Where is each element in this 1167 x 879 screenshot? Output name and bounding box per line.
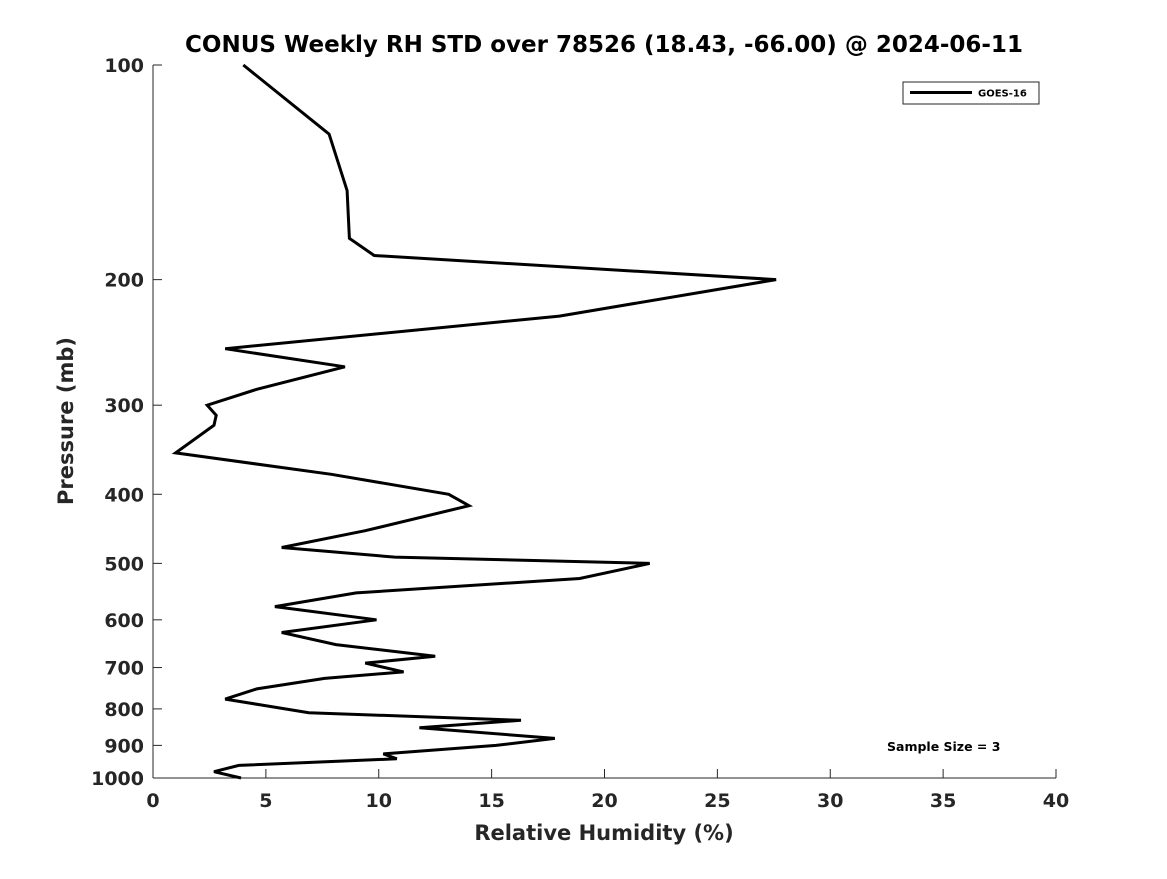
y-tick-label: 400 [104,484,144,506]
x-tick-label: 25 [704,790,730,812]
x-axis-label: Relative Humidity (%) [474,821,733,845]
sample-size-annotation: Sample Size = 3 [887,739,1000,754]
y-tick-label: 900 [104,735,144,757]
legend-entry-goes-16: GOES-16 [978,89,1027,100]
chart-title: CONUS Weekly RH STD over 78526 (18.43, -… [185,32,1023,58]
x-axis-ticks: 0 5 10 15 20 25 30 35 40 [146,769,1069,812]
goes-16-series-line [171,63,777,780]
x-tick-label: 35 [930,790,956,812]
y-axis-ticks: 100 200 300 400 500 600 700 800 900 1000 [91,55,162,790]
y-tick-label: 200 [104,270,144,292]
x-tick-label: 5 [259,790,272,812]
x-tick-label: 40 [1043,790,1069,812]
x-tick-label: 20 [591,790,617,812]
x-tick-label: 30 [817,790,843,812]
y-tick-label: 600 [104,610,144,632]
y-tick-label: 100 [104,55,144,77]
y-tick-label: 800 [104,699,144,721]
y-tick-label: 300 [104,395,144,417]
y-tick-label: 700 [104,658,144,680]
y-axis-label: Pressure (mb) [54,337,78,505]
x-tick-label: 10 [366,790,392,812]
y-tick-label: 500 [104,553,144,575]
legend: GOES-16 [902,81,1040,105]
y-tick-label: 1000 [91,768,144,790]
x-tick-label: 0 [146,790,159,812]
x-tick-label: 15 [478,790,504,812]
